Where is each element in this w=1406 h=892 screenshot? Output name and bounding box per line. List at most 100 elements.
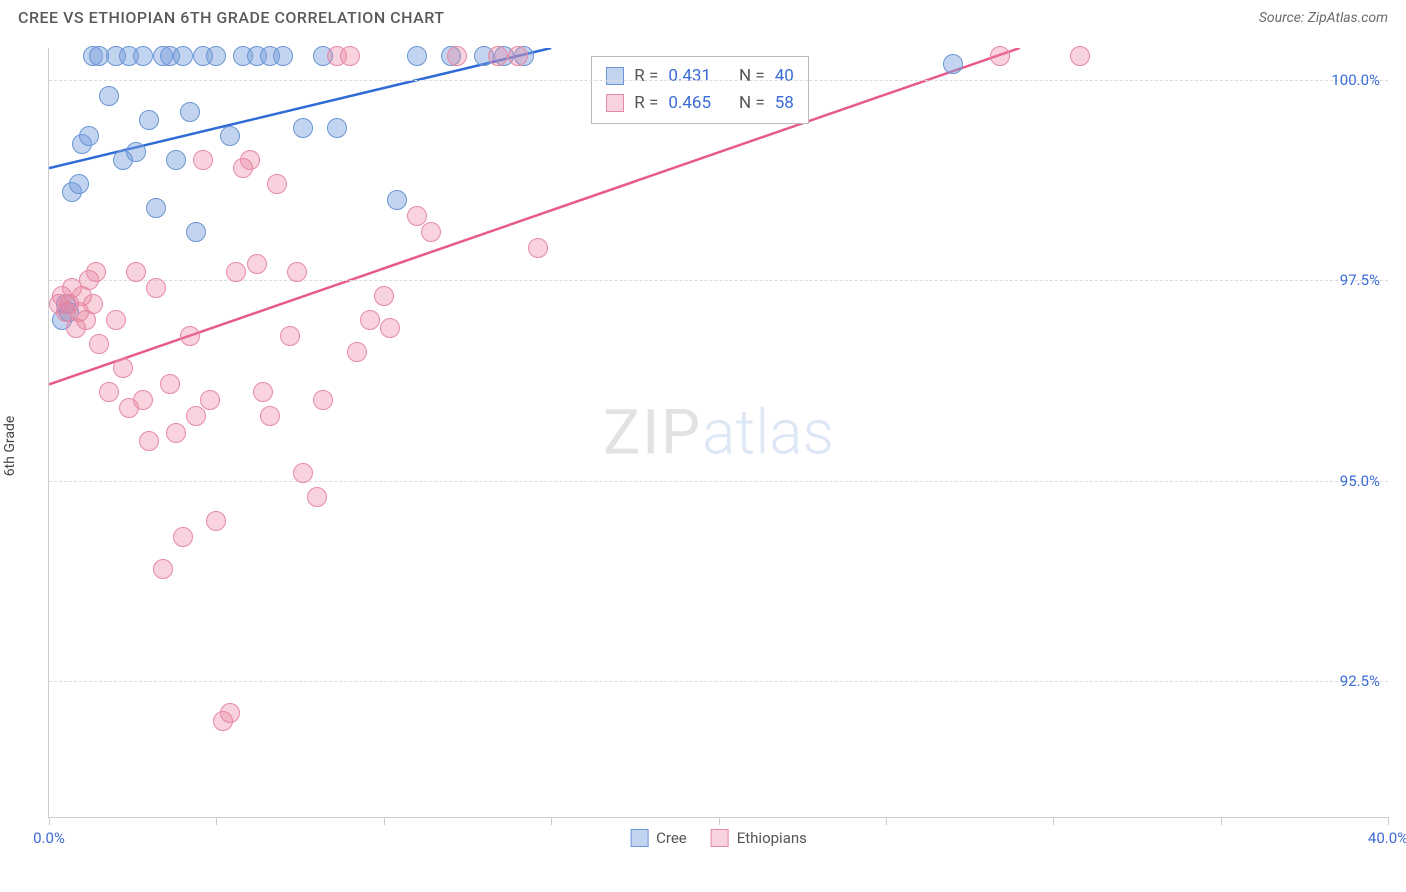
stats-swatch <box>606 67 624 85</box>
scatter-point <box>273 46 293 66</box>
x-tick <box>216 817 217 825</box>
scatter-point <box>99 382 119 402</box>
gridline <box>49 280 1388 281</box>
y-tick-label: 97.5% <box>1340 271 1380 289</box>
scatter-point <box>86 262 106 282</box>
scatter-point <box>146 198 166 218</box>
scatter-point <box>173 527 193 547</box>
scatter-point <box>206 511 226 531</box>
scatter-point <box>173 46 193 66</box>
scatter-point <box>287 262 307 282</box>
scatter-point <box>1070 46 1090 66</box>
x-tick <box>49 817 50 825</box>
x-tick <box>1053 817 1054 825</box>
scatter-point <box>180 102 200 122</box>
scatter-point <box>200 390 220 410</box>
x-tick-label: 0.0% <box>33 829 65 847</box>
y-axis-label: 6th Grade <box>2 416 18 477</box>
gridline <box>49 481 1388 482</box>
scatter-point <box>133 390 153 410</box>
scatter-point <box>380 318 400 338</box>
legend-label: Ethiopians <box>737 829 807 847</box>
scatter-point <box>79 126 99 146</box>
scatter-point <box>421 222 441 242</box>
scatter-point <box>374 286 394 306</box>
scatter-point <box>313 390 333 410</box>
scatter-point <box>293 118 313 138</box>
scatter-point <box>407 46 427 66</box>
scatter-point <box>139 110 159 130</box>
scatter-point <box>186 406 206 426</box>
scatter-point <box>240 150 260 170</box>
x-tick <box>551 817 552 825</box>
scatter-point <box>206 46 226 66</box>
y-tick-label: 92.5% <box>1340 672 1380 690</box>
scatter-point <box>139 431 159 451</box>
stats-r-value: 0.431 <box>668 63 711 90</box>
scatter-point <box>186 222 206 242</box>
stats-n-label: N = <box>739 63 765 90</box>
scatter-point <box>340 46 360 66</box>
scatter-point <box>267 174 287 194</box>
scatter-point <box>126 142 146 162</box>
watermark-zip: ZIP <box>603 396 702 469</box>
scatter-point <box>260 406 280 426</box>
scatter-point <box>153 559 173 579</box>
scatter-point <box>220 703 240 723</box>
scatter-point <box>327 118 347 138</box>
stats-n-label: N = <box>739 90 765 117</box>
gridline <box>49 80 1388 81</box>
y-tick-label: 95.0% <box>1340 472 1380 490</box>
scatter-point <box>220 126 240 146</box>
scatter-point <box>280 326 300 346</box>
stats-row: R =0.431N =40 <box>606 63 794 90</box>
stats-r-label: R = <box>634 63 658 90</box>
chart-title: CREE VS ETHIOPIAN 6TH GRADE CORRELATION … <box>18 8 444 27</box>
stats-legend-box: R =0.431N =40R =0.465N =58 <box>591 56 809 124</box>
scatter-point <box>69 174 89 194</box>
source-attribution: Source: ZipAtlas.com <box>1259 10 1388 26</box>
scatter-point <box>360 310 380 330</box>
scatter-point <box>126 262 146 282</box>
scatter-point <box>133 46 153 66</box>
scatter-point <box>253 382 273 402</box>
stats-r-value: 0.465 <box>668 90 711 117</box>
chart-plot-area: ZIPatlas R =0.431N =40R =0.465N =58 Cree… <box>48 48 1388 818</box>
stats-r-label: R = <box>634 90 658 117</box>
scatter-point <box>247 254 267 274</box>
legend-item: Cree <box>630 829 687 847</box>
bottom-legend: Cree Ethiopians <box>630 829 807 847</box>
x-tick-label: 40.0% <box>1368 829 1406 847</box>
watermark: ZIPatlas <box>603 396 834 469</box>
scatter-point <box>488 46 508 66</box>
scatter-point <box>387 190 407 210</box>
watermark-atlas: atlas <box>702 396 834 469</box>
x-tick <box>886 817 887 825</box>
scatter-point <box>113 358 133 378</box>
legend-item: Ethiopians <box>711 829 807 847</box>
scatter-point <box>106 310 126 330</box>
scatter-point <box>89 334 109 354</box>
y-tick-label: 100.0% <box>1331 71 1380 89</box>
scatter-point <box>508 46 528 66</box>
scatter-point <box>83 294 103 314</box>
scatter-point <box>307 487 327 507</box>
scatter-point <box>160 374 180 394</box>
scatter-point <box>166 150 186 170</box>
x-tick <box>719 817 720 825</box>
scatter-point <box>146 278 166 298</box>
scatter-point <box>180 326 200 346</box>
x-tick <box>1388 817 1389 825</box>
scatter-point <box>347 342 367 362</box>
stats-n-value: 58 <box>775 90 794 117</box>
scatter-point <box>193 150 213 170</box>
x-tick <box>384 817 385 825</box>
scatter-point <box>943 54 963 74</box>
scatter-point <box>226 262 246 282</box>
scatter-point <box>990 46 1010 66</box>
scatter-point <box>166 423 186 443</box>
x-tick <box>1221 817 1222 825</box>
stats-swatch <box>606 94 624 112</box>
gridline <box>49 681 1388 682</box>
legend-swatch <box>711 829 729 847</box>
